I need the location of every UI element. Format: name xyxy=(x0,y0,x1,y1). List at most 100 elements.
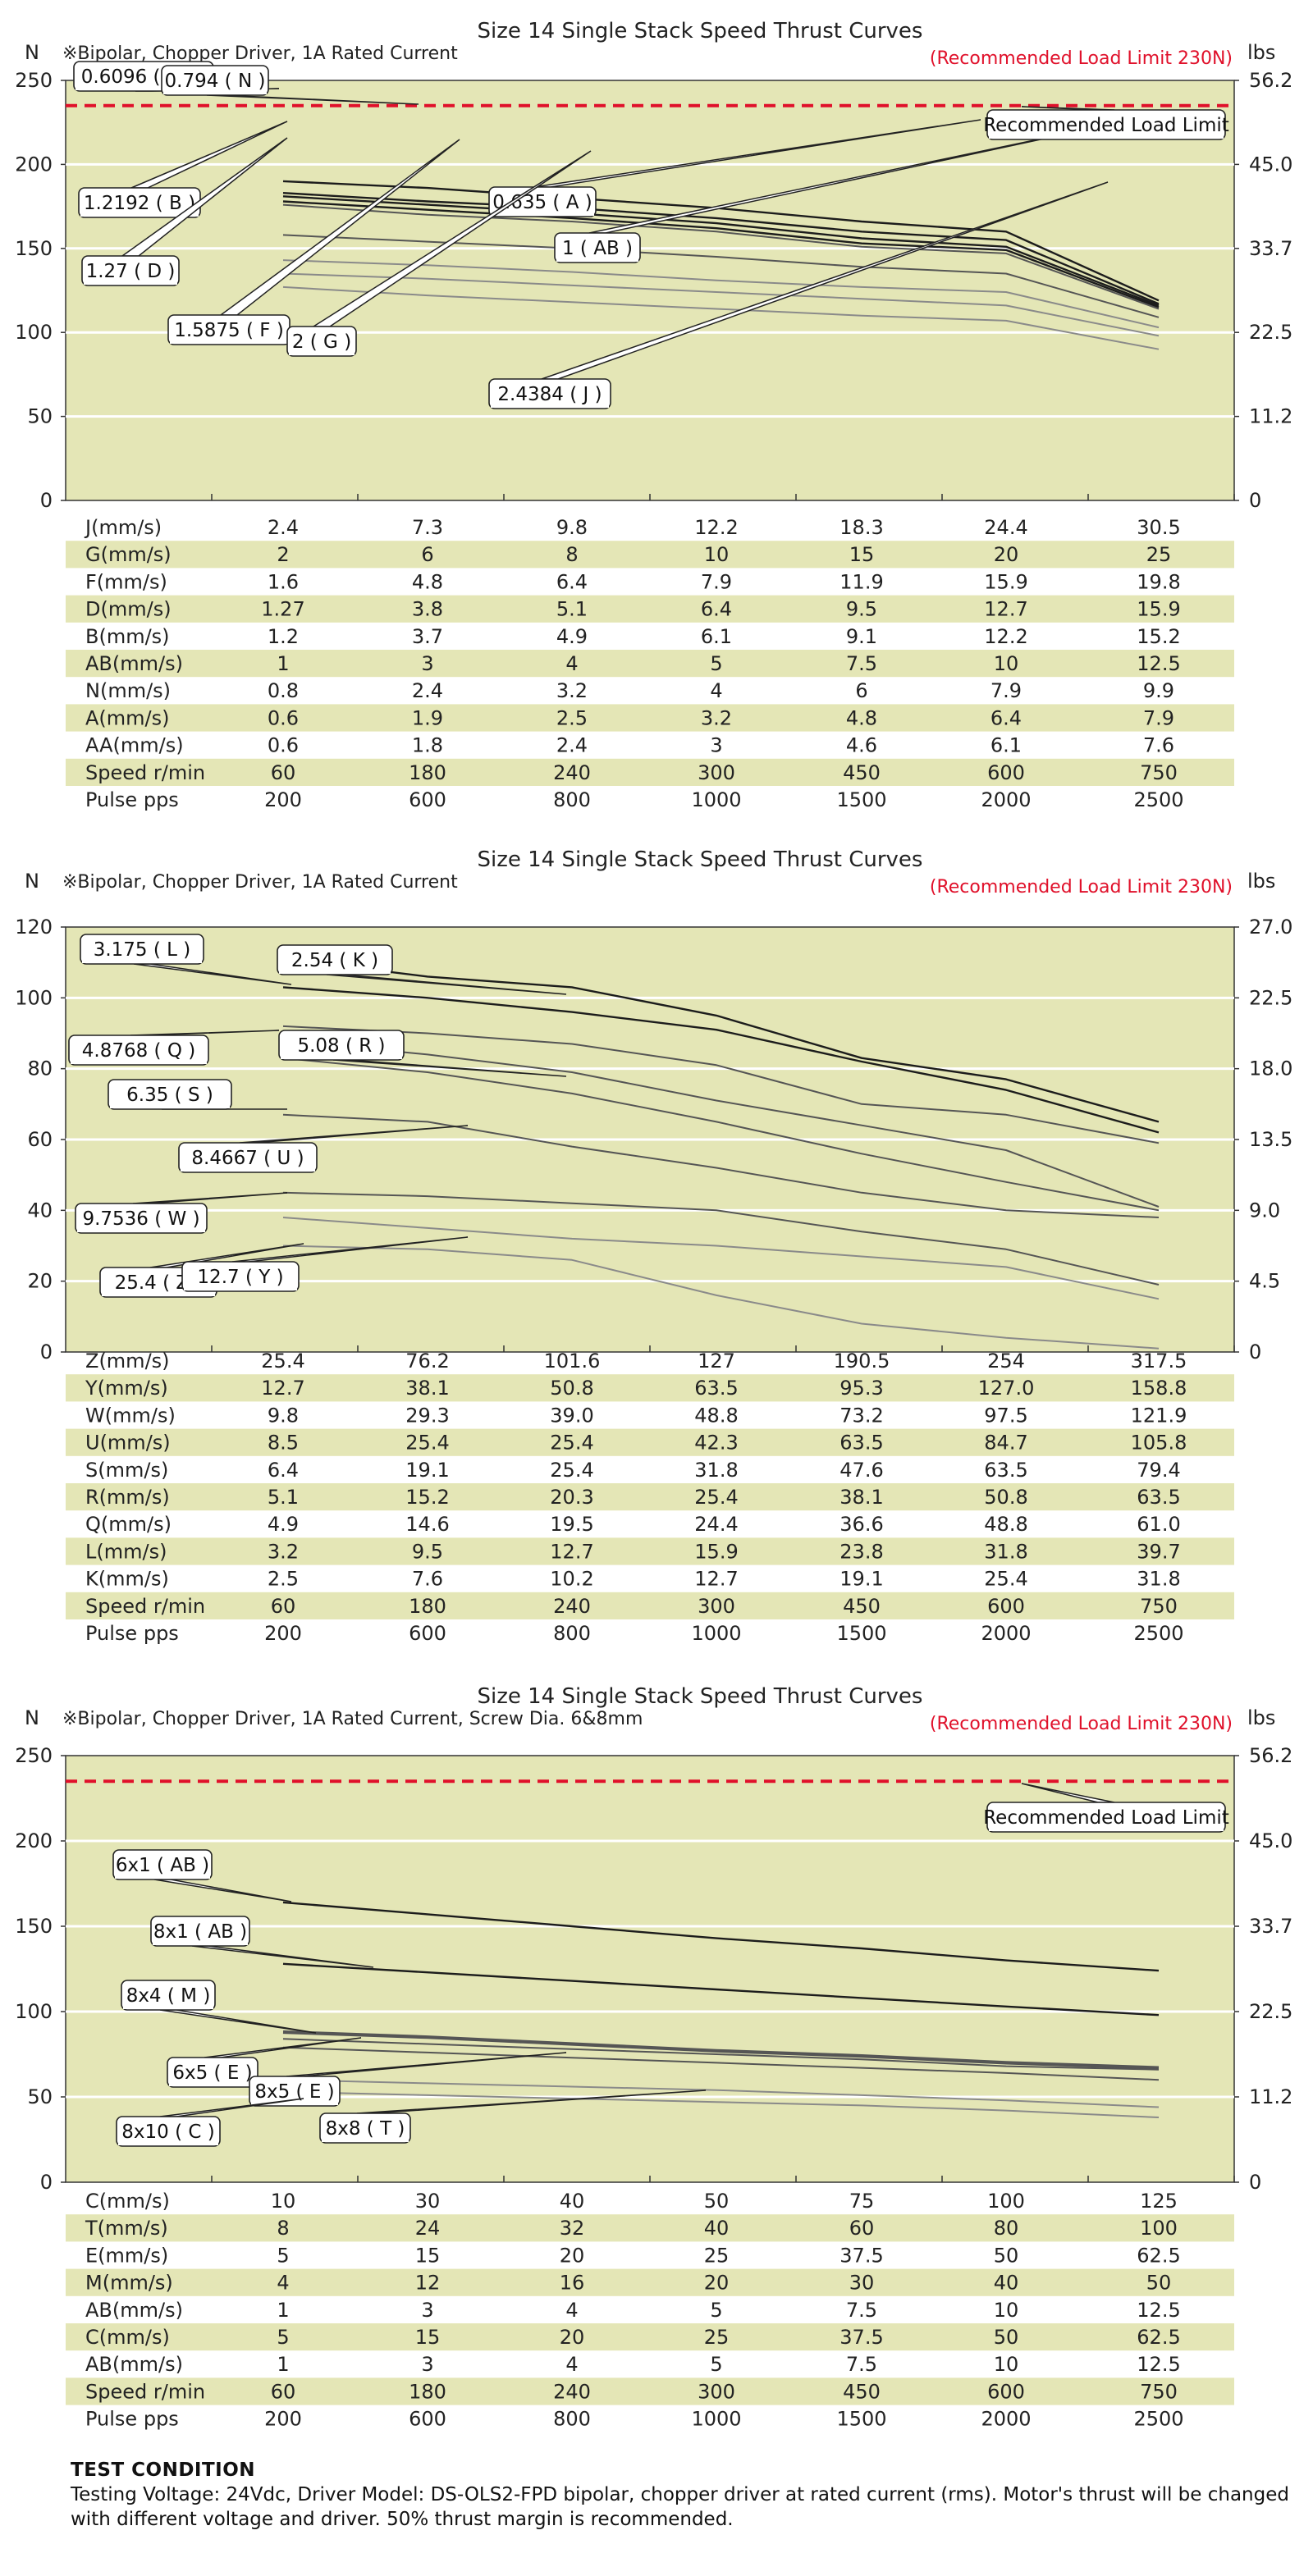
table-cell: 1500 xyxy=(836,2408,886,2431)
table-cell: 750 xyxy=(1140,761,1178,784)
table-row-label: K(mm/s) xyxy=(85,1568,169,1591)
callout-box xyxy=(116,2116,221,2147)
y-tick-label-right: 27.0 xyxy=(1249,916,1292,939)
recommended-load-label: (Recommended Load Limit 230N) xyxy=(930,48,1233,69)
table-cell: 9.8 xyxy=(556,516,588,539)
table-cell: 6.4 xyxy=(990,706,1022,729)
table-cell: 12.2 xyxy=(984,625,1027,648)
table-cell: 600 xyxy=(409,1622,446,1645)
table-row-stripe xyxy=(66,758,1234,786)
table-cell: 62.5 xyxy=(1137,2244,1180,2267)
table-cell: 3 xyxy=(421,2353,433,2376)
callout-box xyxy=(167,2057,258,2088)
series-callout: 8x5 ( E ) xyxy=(249,2052,567,2107)
table-cell: 2.5 xyxy=(268,1568,299,1591)
chart-subtitle: ※Bipolar, Chopper Driver, 1A Rated Curre… xyxy=(62,872,458,893)
table-row-label: E(mm/s) xyxy=(85,2244,168,2267)
y-tick-label-right: 11.2 xyxy=(1249,2085,1292,2108)
callout-box xyxy=(554,232,641,263)
table-cell: 73.2 xyxy=(839,1404,883,1427)
y-tick-label: 250 xyxy=(15,69,53,92)
series-callout: 8.4667 ( U ) xyxy=(178,1125,469,1173)
table-cell: 1.9 xyxy=(412,706,443,729)
table-cell: 600 xyxy=(409,2408,446,2431)
callout-mask xyxy=(181,1169,315,1172)
recommended-load-label: (Recommended Load Limit 230N) xyxy=(930,877,1233,897)
table-cell: 0.6 xyxy=(268,734,299,757)
table-cell: 63.5 xyxy=(839,1432,883,1455)
table-cell: 10 xyxy=(271,2190,296,2213)
table-cell: 31.8 xyxy=(1137,1568,1180,1591)
table-cell: 800 xyxy=(553,788,591,811)
series-label: 2.54 ( K ) xyxy=(291,950,378,971)
table-cell: 19.1 xyxy=(405,1459,449,1482)
table-cell: 180 xyxy=(409,761,446,784)
callout-mask xyxy=(71,1062,207,1064)
callout-box xyxy=(286,326,357,357)
table-cell: 50 xyxy=(994,2244,1019,2267)
table-cell: 38.1 xyxy=(405,1377,449,1400)
table-cell: 317.5 xyxy=(1131,1350,1187,1372)
table-cell: 42.3 xyxy=(694,1432,738,1455)
callout-box xyxy=(75,1203,208,1234)
chart-1: Size 14 Single Stack Speed Thrust Curves… xyxy=(15,19,1292,811)
series-label: 1.27 ( D ) xyxy=(86,261,176,282)
table-cell: 24.4 xyxy=(984,516,1027,539)
table-cell: 200 xyxy=(264,1622,302,1645)
table-cell: 12.7 xyxy=(694,1568,738,1591)
series-line xyxy=(282,1025,1160,1144)
table-cell: 600 xyxy=(409,788,446,811)
table-cell: 1 xyxy=(277,2299,289,2322)
table-cell: 20 xyxy=(994,543,1019,566)
series-callout: 1.2192 ( B ) xyxy=(78,121,288,218)
series-label: Recommended Load Limit xyxy=(983,1807,1229,1829)
series-label: 8x1 ( AB ) xyxy=(153,1921,247,1943)
table-row-label: Pulse pps xyxy=(85,2408,179,2431)
table-cell: 15 xyxy=(415,2326,441,2349)
table-cell: 1.2 xyxy=(268,625,299,648)
table-cell: 15.9 xyxy=(984,570,1027,593)
table-cell: 48.8 xyxy=(984,1513,1027,1536)
series-line xyxy=(282,1113,1160,1218)
table-cell: 8 xyxy=(565,543,578,566)
y-tick-label-right: 0 xyxy=(1249,1341,1261,1363)
y-tick-label-right: 18.0 xyxy=(1249,1057,1292,1080)
series-callout: 8x8 ( T ) xyxy=(319,2090,707,2144)
series-line xyxy=(282,1191,1160,1286)
callout-box xyxy=(81,255,180,286)
table-cell: 2000 xyxy=(981,788,1031,811)
y-tick-label: 200 xyxy=(15,153,53,176)
limit-callout: Recommended Load Limit xyxy=(983,106,1229,140)
table-cell: 1000 xyxy=(691,1622,741,1645)
callout-box xyxy=(278,1030,405,1061)
table-cell: 60 xyxy=(849,2217,875,2240)
series-callout: 6.35 ( S ) xyxy=(108,1079,287,1110)
table-cell: 12 xyxy=(415,2272,441,2295)
table-cell: 25.4 xyxy=(405,1432,449,1455)
table-row-stripe xyxy=(66,2214,1234,2242)
callout-mask xyxy=(491,405,609,408)
y-tick-label-right: 22.5 xyxy=(1249,986,1292,1009)
series-label: 8x4 ( M ) xyxy=(126,1985,211,2007)
table-cell: 36.6 xyxy=(839,1513,883,1536)
table-cell: 800 xyxy=(553,2408,591,2431)
table-cell: 105.8 xyxy=(1131,1432,1187,1455)
table-cell: 7.5 xyxy=(846,652,877,675)
table-cell: 9.8 xyxy=(268,1404,299,1427)
series-callout: 8x10 ( C ) xyxy=(116,2098,304,2147)
left-unit-label: N xyxy=(25,41,39,64)
table-row-label: C(mm/s) xyxy=(85,2326,170,2349)
table-row-label: J(mm/s) xyxy=(84,516,162,539)
table-cell: 300 xyxy=(698,761,735,784)
series-label: 8.4667 ( U ) xyxy=(191,1148,304,1169)
table-row-label: S(mm/s) xyxy=(85,1459,168,1482)
table-cell: 23.8 xyxy=(839,1540,883,1563)
y-tick-label: 0 xyxy=(40,2171,53,2194)
table-cell: 0.8 xyxy=(268,679,299,702)
y-tick-label-right: 11.2 xyxy=(1249,405,1292,428)
table-cell: 8 xyxy=(277,2217,289,2240)
series-label: 6x5 ( E ) xyxy=(172,2062,252,2084)
series-callout: 5.08 ( R ) xyxy=(278,1030,567,1077)
table-cell: 29.3 xyxy=(405,1404,449,1427)
callout-mask xyxy=(110,1106,230,1108)
